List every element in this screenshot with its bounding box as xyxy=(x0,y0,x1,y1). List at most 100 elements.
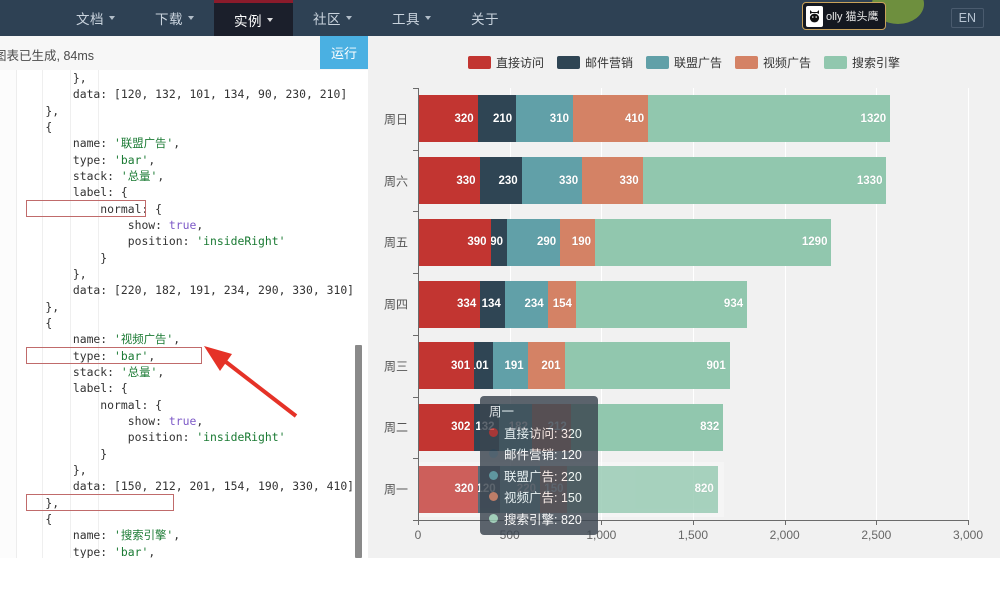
bar-segment-直接访问[interactable]: 330 xyxy=(419,157,480,205)
bar-segment-邮件营销[interactable]: 210 xyxy=(477,95,517,143)
bar-row-周四[interactable]: 334 134 234 154 934 xyxy=(419,280,748,328)
bar-segment-视频广告[interactable]: 330 xyxy=(582,157,643,205)
bar-segment-直接访问[interactable]: 301 xyxy=(419,342,475,390)
legend-label: 直接访问 xyxy=(495,55,544,70)
cat-mascot-badge[interactable]: olly 猫头鹰 xyxy=(802,2,886,30)
x-axis-tick xyxy=(693,520,694,525)
bar-segment-联盟广告[interactable]: 310 xyxy=(516,95,573,143)
tooltip-series-dot-icon xyxy=(489,449,498,458)
code-line: normal: { xyxy=(18,397,163,412)
bar-value-label: 310 xyxy=(549,112,569,125)
nav-item-label: 下载 xyxy=(155,12,183,27)
bar-value-label: 410 xyxy=(624,112,645,125)
chart-preview-panel: 直接访问 邮件营销 联盟广告 视频广告 搜索引擎 0 500 1,000 1,500 2,000… xyxy=(368,36,1000,558)
bar-value-label: 154 xyxy=(552,298,572,310)
legend-item-2[interactable]: 邮件营销 xyxy=(556,54,633,71)
nav-item-docs[interactable]: 文档 xyxy=(56,0,135,36)
bar-segment-联盟广告[interactable]: 191 xyxy=(492,342,528,390)
legend-item-3[interactable]: 联盟广告 xyxy=(645,54,722,71)
bar-segment-直接访问[interactable]: 320 xyxy=(419,465,478,513)
nav-item-download[interactable]: 下载 xyxy=(135,0,214,36)
language-toggle-button[interactable]: EN xyxy=(950,8,984,28)
bar-segment-联盟广告[interactable]: 330 xyxy=(521,157,583,205)
plot-inner: 0 500 1,000 1,500 2,000 2,500 3,000 周日 320 210 310… xyxy=(384,88,983,542)
nav-item-examples[interactable]: 实例 xyxy=(214,0,293,36)
code-line: } xyxy=(18,250,108,265)
legend-item-5[interactable]: 搜索引擎 xyxy=(824,54,900,71)
nav-item-about[interactable]: 关于 xyxy=(451,0,519,36)
bar-segment-视频广告[interactable]: 190 xyxy=(560,218,595,266)
code-line: data: [220, 182, 191, 234, 290, 330, 310… xyxy=(18,283,355,298)
code-line: name: '视频广告', xyxy=(18,332,181,347)
bar-segment-直接访问[interactable]: 320 xyxy=(419,95,478,143)
bar-segment-邮件营销[interactable]: 101 xyxy=(474,342,493,390)
code-line: }, xyxy=(18,266,87,281)
tooltip-series-dot-icon xyxy=(489,492,498,501)
chart-tooltip: 周一 直接访问: 320 邮件营销: 120 联盟广告: 220 视频广告: 150 搜… xyxy=(480,396,598,535)
nav-item-label: 关于 xyxy=(471,12,499,27)
bar-value-label: 191 xyxy=(504,359,524,372)
bar-row-周日[interactable]: 320 210 310 410 1320 xyxy=(419,95,891,143)
gridline-vertical xyxy=(968,88,969,520)
bar-row-周六[interactable]: 330 230 330 330 1330 xyxy=(419,157,887,205)
stack-highlight-box-3 xyxy=(26,494,174,511)
bar-segment-邮件营销[interactable]: 90 xyxy=(490,218,507,266)
bar-value-label: 90 xyxy=(490,236,504,249)
bar-segment-邮件营销[interactable]: 134 xyxy=(480,280,505,328)
nav-item-community[interactable]: 社区 xyxy=(293,0,372,36)
bar-segment-直接访问[interactable]: 334 xyxy=(419,280,481,328)
bar-segment-搜索引擎[interactable]: 1330 xyxy=(642,157,887,205)
chart-legend[interactable]: 直接访问 邮件营销 联盟广告 视频广告 搜索引擎 xyxy=(368,52,1000,72)
editor-gutter xyxy=(0,70,17,558)
indent-guide xyxy=(98,70,99,558)
editor-vertical-scrollbar[interactable] xyxy=(355,345,362,558)
bar-segment-邮件营销[interactable]: 230 xyxy=(479,157,522,205)
bar-segment-视频广告[interactable]: 201 xyxy=(527,342,565,390)
bar-value-label: 832 xyxy=(700,421,720,434)
nav-item-tools[interactable]: 工具 xyxy=(372,0,451,36)
code-line: position: 'insideRight' xyxy=(18,234,286,249)
bar-segment-直接访问[interactable]: 302 xyxy=(419,403,475,451)
bar-segment-搜索引擎[interactable]: 901 xyxy=(564,342,730,390)
bar-segment-联盟广告[interactable]: 234 xyxy=(504,280,548,328)
bar-segment-联盟广告[interactable]: 290 xyxy=(507,218,561,266)
bar-segment-搜索引擎[interactable]: 1290 xyxy=(594,218,832,266)
bar-value-label: 290 xyxy=(536,236,557,249)
code-editor[interactable]: }, data: [120, 132, 101, 134, 90, 230, 2… xyxy=(0,70,368,558)
y-axis-label-周一: 周一 xyxy=(383,482,408,497)
y-axis-label-周二: 周二 xyxy=(383,420,408,435)
legend-label: 邮件营销 xyxy=(584,55,633,70)
code-line: }, xyxy=(18,299,60,314)
legend-swatch-icon xyxy=(824,55,848,69)
bar-value-label: 1290 xyxy=(801,236,828,249)
stack-highlight-box-1 xyxy=(26,200,146,217)
bar-value-label: 934 xyxy=(723,298,744,310)
bar-segment-搜索引擎[interactable]: 934 xyxy=(575,280,748,328)
x-axis-line xyxy=(418,520,968,521)
nav-item-label: 社区 xyxy=(313,12,341,27)
cat-face-icon xyxy=(806,5,823,27)
bar-segment-视频广告[interactable]: 154 xyxy=(547,280,576,328)
tooltip-series-dot-icon xyxy=(489,470,498,480)
code-line: type: 'bar', xyxy=(18,544,156,558)
nav-right-group: EN xyxy=(950,0,1000,36)
run-button[interactable]: 运行 xyxy=(320,36,368,69)
code-content[interactable]: }, data: [120, 132, 101, 134, 90, 230, 2… xyxy=(18,70,358,558)
gridline-vertical xyxy=(784,88,786,520)
x-axis-tick xyxy=(784,520,786,525)
bar-segment-直接访问[interactable]: 390 xyxy=(419,218,491,266)
bar-value-label: 210 xyxy=(492,112,513,125)
bar-row-周五[interactable]: 390 90 290 190 1290 xyxy=(419,218,832,266)
legend-swatch-icon xyxy=(645,55,669,69)
stack-highlight-box-2 xyxy=(26,347,202,364)
bar-row-周三[interactable]: 301101 191 201 901 xyxy=(419,342,730,390)
y-axis-tick xyxy=(413,458,418,459)
bar-value-label: 190 xyxy=(571,236,591,249)
chevron-down-icon xyxy=(267,17,273,22)
legend-item-4[interactable]: 视频广告 xyxy=(735,54,811,71)
bar-segment-视频广告[interactable]: 410 xyxy=(572,95,649,143)
legend-item-1[interactable]: 直接访问 xyxy=(467,54,544,71)
indent-guide xyxy=(42,70,43,558)
bar-segment-搜索引擎[interactable]: 1320 xyxy=(648,95,891,143)
tooltip-rows: 直接访问: 320 邮件营销: 120 联盟广告: 220 视频广告: 150 搜索引擎… xyxy=(489,423,589,528)
